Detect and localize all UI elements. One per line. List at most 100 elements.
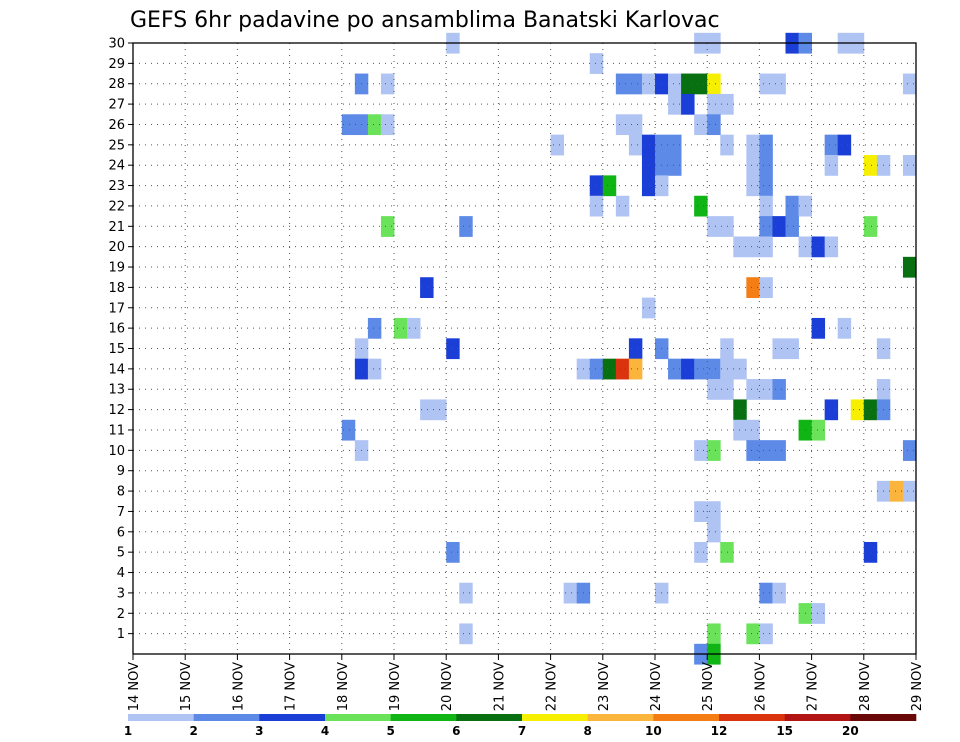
heatmap-cell bbox=[720, 379, 734, 400]
colorbar-swatch bbox=[193, 714, 260, 721]
y-tick-label: 1 bbox=[117, 627, 125, 642]
heatmap-cell bbox=[681, 93, 695, 115]
heatmap-cell bbox=[759, 440, 773, 461]
y-tick-label: 18 bbox=[108, 281, 125, 296]
heatmap-cell bbox=[668, 134, 682, 156]
heatmap-cell bbox=[615, 195, 630, 217]
heatmap-cell bbox=[759, 155, 773, 176]
heatmap-cell bbox=[589, 195, 604, 217]
plot-area bbox=[132, 32, 917, 665]
heatmap-cell bbox=[720, 216, 734, 237]
heatmap-cell bbox=[746, 379, 760, 400]
heatmap-cell bbox=[811, 317, 826, 339]
heatmap-cell bbox=[407, 317, 421, 339]
x-tick-label: 19 NOV bbox=[388, 662, 403, 711]
heatmap-cell bbox=[341, 114, 356, 136]
y-tick-label: 11 bbox=[108, 423, 125, 438]
heatmap-cell bbox=[628, 134, 643, 156]
x-tick-label: 20 NOV bbox=[440, 662, 455, 711]
heatmap-cell bbox=[759, 277, 773, 298]
heatmap-cell bbox=[367, 358, 382, 380]
heatmap-cell bbox=[772, 73, 786, 95]
heatmap-cell bbox=[694, 541, 708, 563]
heatmap-cell bbox=[694, 195, 708, 217]
heatmap-cell bbox=[459, 216, 473, 237]
heatmap-cell bbox=[720, 358, 734, 380]
heatmap-cell bbox=[759, 582, 773, 604]
heatmap-cell bbox=[707, 73, 721, 95]
y-tick-label: 30 bbox=[108, 37, 125, 52]
heatmap-cell bbox=[746, 440, 760, 461]
heatmap-cell bbox=[446, 541, 460, 563]
colorbar-swatch bbox=[390, 714, 457, 721]
y-tick-label: 6 bbox=[117, 525, 125, 540]
heatmap-cell bbox=[446, 338, 460, 360]
y-tick-label: 5 bbox=[117, 546, 125, 561]
heatmap-cell bbox=[615, 73, 630, 95]
heatmap-cell bbox=[668, 73, 682, 95]
heatmap-cell bbox=[707, 623, 721, 645]
heatmap-cell bbox=[837, 134, 852, 156]
colorbar-swatch bbox=[522, 714, 588, 721]
heatmap-cell bbox=[759, 134, 773, 156]
heatmap-cell bbox=[889, 480, 904, 502]
heatmap-cell bbox=[733, 399, 747, 421]
heatmap-cell bbox=[615, 358, 630, 380]
heatmap-cell bbox=[628, 73, 643, 95]
colorbar-label: 15 bbox=[776, 724, 793, 738]
x-tick-label: 23 NOV bbox=[597, 662, 612, 711]
heatmap-cell bbox=[824, 134, 839, 156]
heatmap-cell bbox=[785, 216, 799, 237]
heatmap-cell bbox=[902, 155, 917, 176]
y-tick-label: 17 bbox=[108, 301, 125, 316]
heatmap-cell bbox=[811, 236, 826, 258]
heatmap-cell bbox=[759, 195, 773, 217]
heatmap-cell bbox=[720, 93, 734, 115]
colorbar-label: 3 bbox=[255, 724, 263, 738]
heatmap-cell bbox=[772, 338, 786, 360]
x-tick-label: 24 NOV bbox=[649, 662, 664, 711]
heatmap-cell bbox=[641, 73, 656, 95]
heatmap-cell bbox=[746, 419, 760, 441]
heatmap-cell bbox=[341, 419, 356, 441]
heatmap-cell bbox=[759, 379, 773, 400]
heatmap-cell bbox=[628, 358, 643, 380]
heatmap-cell bbox=[733, 358, 747, 380]
colorbar-label: 20 bbox=[842, 724, 859, 738]
heatmap-cell bbox=[733, 419, 747, 441]
heatmap-cell bbox=[863, 155, 878, 176]
y-tick-label: 10 bbox=[108, 444, 125, 459]
x-tick-label: 26 NOV bbox=[753, 662, 768, 711]
x-tick-label: 21 NOV bbox=[492, 662, 507, 711]
heatmap-cell bbox=[902, 440, 917, 461]
y-tick-label: 3 bbox=[117, 586, 125, 601]
heatmap-cell bbox=[759, 623, 773, 645]
heatmap-cell bbox=[785, 338, 799, 360]
heatmap-cell bbox=[746, 155, 760, 176]
heatmap-cell bbox=[824, 236, 839, 258]
heatmap-cell bbox=[707, 216, 721, 237]
heatmap-cell bbox=[589, 175, 604, 197]
heatmap-cell bbox=[733, 236, 747, 258]
heatmap-cell bbox=[746, 236, 760, 258]
heatmap-cell bbox=[746, 623, 760, 645]
y-tick-label: 7 bbox=[117, 505, 125, 520]
x-tick-label: 28 NOV bbox=[858, 662, 873, 711]
colorbar-label: 12 bbox=[711, 724, 728, 738]
y-tick-label: 2 bbox=[117, 607, 125, 622]
heatmap-cell bbox=[459, 623, 473, 645]
colorbar-swatch bbox=[653, 714, 720, 721]
colorbar-label: 1 bbox=[124, 724, 132, 738]
heatmap-cell bbox=[394, 317, 408, 339]
x-tick-label: 18 NOV bbox=[336, 662, 351, 711]
heatmap-cell bbox=[707, 521, 721, 543]
y-tick-label: 12 bbox=[108, 403, 125, 418]
heatmap-cell bbox=[707, 114, 721, 136]
heatmap-cell bbox=[668, 155, 682, 176]
heatmap-cell bbox=[563, 582, 578, 604]
y-tick-label: 23 bbox=[108, 179, 125, 194]
heatmap-cell bbox=[602, 175, 617, 197]
colorbar-legend: 1 2 3 4 5 6 7 8 10 12 15 20 bbox=[124, 714, 917, 738]
heatmap-cell bbox=[772, 440, 786, 461]
